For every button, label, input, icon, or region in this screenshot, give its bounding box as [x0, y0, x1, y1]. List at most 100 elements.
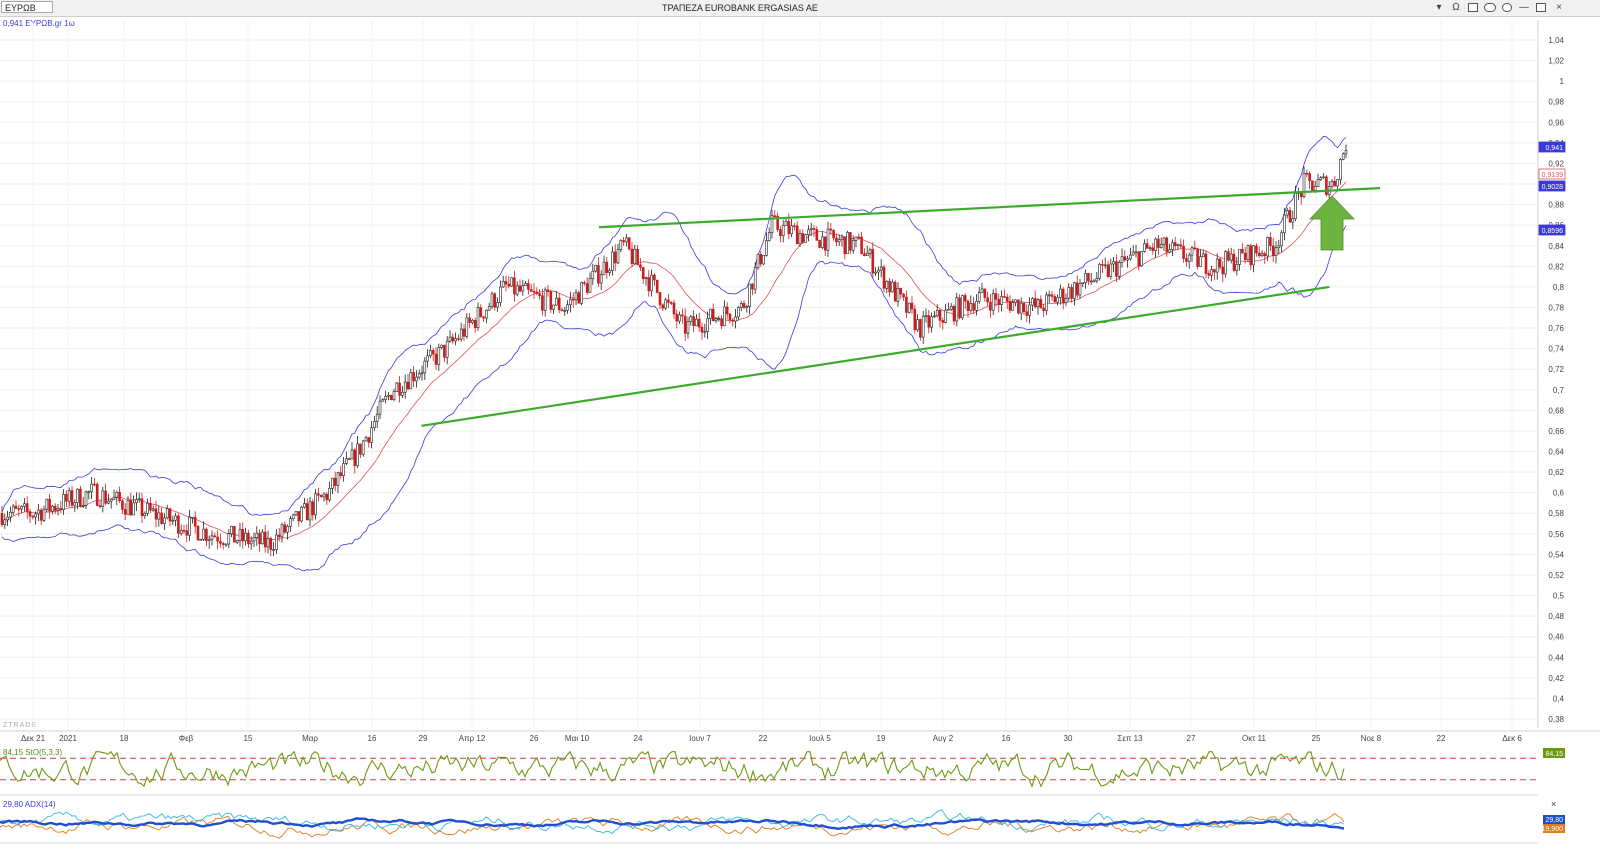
candle-body	[303, 503, 306, 508]
candle-body	[1028, 304, 1031, 316]
maximize-icon[interactable]	[1536, 3, 1546, 12]
price-axis: 1,041,0210,980,960,940,920,90,880,860,84…	[1537, 20, 1566, 728]
candle-body	[745, 306, 749, 308]
speech-bubble-icon[interactable]	[1484, 3, 1496, 12]
candle-body	[392, 391, 396, 401]
comment-icon[interactable]	[1502, 3, 1512, 12]
candle-body	[149, 502, 152, 511]
candle-body	[725, 306, 729, 315]
candle-body	[311, 501, 315, 516]
price-label: 0,9028	[1538, 180, 1566, 192]
candle-body	[389, 394, 393, 401]
candle-body	[395, 382, 399, 392]
candle-body	[1045, 294, 1048, 311]
price-label-text: 0,941	[1545, 145, 1563, 152]
candle-body	[697, 318, 701, 328]
candle-body	[1070, 287, 1073, 299]
candle-body	[319, 494, 323, 498]
candle-body	[322, 493, 326, 498]
candle-body	[1322, 176, 1325, 179]
candle-body	[81, 505, 85, 507]
candle-body	[471, 320, 474, 323]
price-label-box	[1538, 224, 1566, 236]
candle-body	[930, 316, 933, 328]
layout-icon[interactable]	[1468, 3, 1478, 12]
candle-body	[76, 488, 79, 503]
candle-body	[1210, 269, 1213, 276]
symbol-input[interactable]: ΕΥΡΩΒ	[1, 1, 53, 13]
candle-body	[163, 517, 166, 524]
candle-body	[865, 253, 869, 256]
candle-body	[347, 458, 351, 460]
price-label: 0,941	[1538, 141, 1566, 153]
candle-body	[235, 540, 239, 543]
candle-body	[305, 503, 309, 521]
candle-body	[121, 500, 124, 510]
candle-body	[37, 509, 40, 515]
y-tick-label: 0,54	[1548, 550, 1564, 559]
candle-body	[67, 490, 71, 502]
y-tick-label: 0,46	[1548, 633, 1564, 642]
candle-body	[308, 501, 312, 521]
minimize-icon[interactable]: —	[1519, 2, 1529, 13]
resistance-trendline	[598, 187, 1381, 229]
stochastic-panel: 84,15	[0, 748, 1565, 796]
candle-body	[717, 318, 721, 320]
candle-body	[535, 291, 539, 294]
candle-body	[969, 303, 973, 311]
candle-body	[521, 285, 525, 292]
candle-body	[899, 287, 903, 295]
y-tick-label: 1,04	[1548, 36, 1564, 45]
candle-body	[1067, 287, 1071, 299]
candle-body	[686, 321, 690, 334]
bollinger-lower-line	[1, 225, 1347, 572]
candle-body	[300, 506, 303, 522]
candle-body	[963, 295, 967, 302]
candle-body	[1263, 253, 1267, 257]
candle-body	[1171, 242, 1174, 250]
candle-body	[636, 248, 639, 266]
candle-body	[868, 249, 872, 254]
candle-body	[815, 229, 819, 241]
candle-body	[921, 316, 925, 338]
candle-body	[1190, 247, 1194, 256]
close-icon[interactable]: ×	[1556, 2, 1562, 13]
candle-body	[583, 282, 586, 284]
candle-body	[280, 524, 284, 538]
candle-body	[213, 535, 217, 538]
candle-body	[417, 373, 421, 378]
symbol-omega-icon[interactable]: Ω	[1452, 2, 1460, 13]
candle-body	[339, 472, 343, 476]
candle-body	[98, 505, 102, 507]
candle-body	[1151, 247, 1155, 251]
y-tick-label: 0,82	[1548, 262, 1564, 271]
candle-body	[1235, 264, 1239, 271]
candle-body	[496, 302, 499, 308]
candle-body	[669, 302, 673, 304]
candle-body	[459, 328, 463, 340]
candle-body	[406, 381, 410, 390]
candle-body	[695, 318, 698, 327]
candle-body	[289, 518, 292, 527]
candle-body	[403, 381, 407, 393]
candle-body	[185, 530, 189, 536]
candle-body	[616, 249, 620, 264]
x-tick-label: Οκτ 11	[1242, 734, 1266, 743]
candle-body	[751, 283, 754, 290]
candle-body	[1073, 282, 1076, 299]
y-tick-label: 0,68	[1548, 406, 1564, 415]
candle-body	[252, 537, 256, 542]
candle-body	[401, 391, 404, 396]
candle-body	[1061, 288, 1065, 304]
candle-body	[398, 382, 401, 396]
dropdown-arrow-icon[interactable]: ▾	[1436, 2, 1442, 13]
price-label-text: 0,8596	[1542, 228, 1564, 235]
candle-body	[107, 500, 110, 504]
candle-body	[821, 236, 824, 248]
candle-body	[849, 232, 852, 251]
candle-body	[650, 274, 653, 292]
candle-body	[787, 221, 791, 235]
candle-body	[975, 301, 978, 311]
close-indicator-icon[interactable]: ×	[1551, 799, 1557, 809]
